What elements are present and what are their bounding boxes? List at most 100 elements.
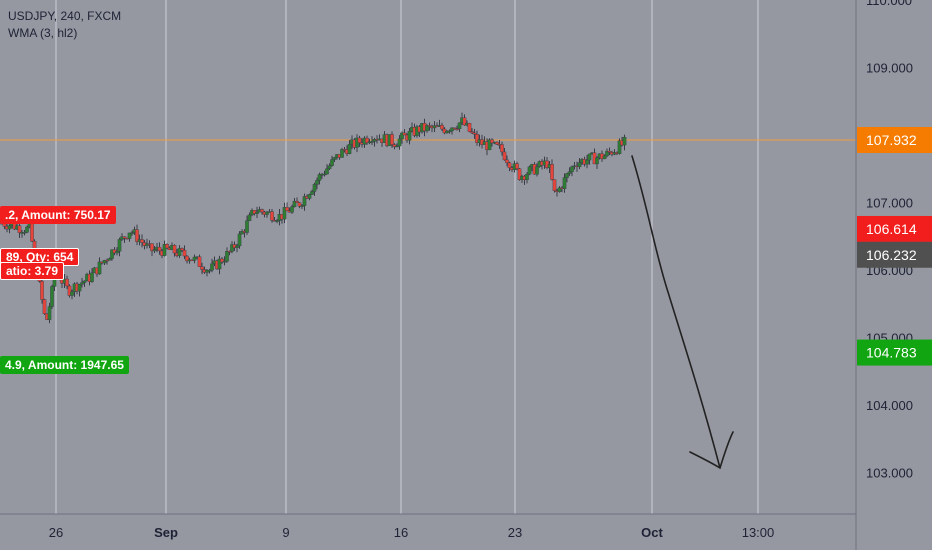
candle	[30, 222, 34, 242]
candle	[365, 135, 369, 145]
candle	[505, 155, 509, 167]
candle	[487, 138, 492, 151]
candle	[400, 131, 404, 144]
candle	[297, 202, 302, 209]
price-tag-green: 104.783	[857, 339, 932, 366]
y-tick-label: 107.000	[866, 195, 913, 210]
candle	[150, 243, 154, 257]
candle	[275, 218, 279, 224]
candle	[317, 172, 322, 185]
candle	[247, 212, 252, 222]
candle	[302, 193, 307, 211]
candle	[357, 135, 362, 147]
candle	[140, 234, 144, 248]
candle	[97, 257, 102, 275]
candle	[390, 131, 394, 148]
candle	[577, 158, 582, 170]
candle	[502, 148, 507, 161]
candle	[325, 164, 329, 175]
candle	[517, 168, 522, 181]
candle	[105, 258, 109, 265]
candle	[495, 141, 499, 145]
price-tag-orange: 107.932	[857, 127, 932, 153]
candle	[80, 277, 84, 288]
price-tag-label: 106.614	[866, 221, 917, 237]
candle	[210, 258, 214, 273]
candle	[245, 215, 249, 235]
candle	[552, 179, 557, 193]
candle	[322, 170, 327, 177]
x-tick-label: 13:00	[742, 525, 775, 540]
candle	[7, 224, 12, 234]
candle	[185, 255, 189, 264]
candle	[235, 243, 239, 253]
candle	[230, 241, 234, 254]
candle	[300, 204, 304, 210]
candle	[585, 154, 589, 169]
risk-ratio-label[interactable]: atio: 3.79	[0, 262, 65, 280]
price-tag-label: 107.932	[866, 132, 917, 148]
candle	[290, 204, 294, 214]
candle	[222, 256, 227, 266]
candle	[225, 247, 229, 263]
candle	[50, 284, 54, 309]
candle	[565, 172, 569, 183]
candle	[567, 167, 572, 176]
candle	[450, 127, 454, 135]
indicator-title[interactable]: WMA (3, hl2)	[8, 26, 78, 40]
y-tick-label: 109.000	[866, 60, 913, 75]
candle	[330, 155, 334, 167]
candle	[270, 208, 274, 223]
candle	[440, 122, 444, 132]
candle	[70, 289, 74, 300]
candle	[65, 275, 69, 289]
candle	[192, 254, 197, 264]
position-qty-label[interactable]: 89, Qty: 654	[0, 248, 80, 266]
candle	[130, 230, 134, 236]
candle	[77, 283, 82, 297]
candle	[157, 242, 162, 255]
candle	[172, 244, 177, 257]
hand-drawn-downward-arrow[interactable]	[631, 155, 734, 470]
buy-order-label[interactable]: 4.9, Amount: 1947.65	[0, 356, 129, 374]
candle	[570, 165, 574, 177]
x-tick-label: Oct	[641, 525, 663, 540]
candle	[110, 249, 114, 261]
candle	[135, 224, 139, 246]
candle	[165, 243, 169, 250]
candle	[355, 134, 359, 153]
candle	[515, 161, 519, 171]
time-axis[interactable]: 26 Sep 9 16 23 Oct 13:00	[49, 525, 775, 540]
price-tag-gray: 106.232	[857, 241, 932, 268]
candle	[285, 202, 289, 212]
candle	[587, 153, 592, 165]
candle	[47, 302, 52, 324]
candle	[42, 298, 47, 315]
candle	[25, 225, 29, 234]
chart-legend: USDJPY, 240, FXCM WMA (3, hl2)	[8, 8, 121, 42]
candle	[622, 134, 627, 151]
grid-lines	[55, 0, 759, 514]
candle	[315, 177, 319, 190]
x-tick-label: 23	[508, 525, 522, 540]
candle	[107, 257, 112, 261]
candle	[500, 141, 504, 156]
candle	[115, 247, 119, 256]
candle	[402, 129, 407, 136]
price-tag-red: 106.614	[857, 215, 932, 242]
candle	[282, 202, 287, 224]
sell-order-label[interactable]: .2, Amount: 750.17	[0, 206, 116, 224]
candle	[90, 268, 94, 283]
symbol-title[interactable]: USDJPY, 240, FXCM	[8, 9, 122, 23]
candle	[292, 197, 297, 208]
candle	[457, 122, 462, 133]
candle	[182, 245, 187, 260]
candle	[467, 122, 472, 133]
candle	[557, 186, 562, 193]
candle	[177, 245, 182, 258]
candle	[67, 284, 72, 298]
candle	[122, 236, 127, 243]
candle	[392, 143, 397, 150]
candle	[310, 189, 314, 195]
